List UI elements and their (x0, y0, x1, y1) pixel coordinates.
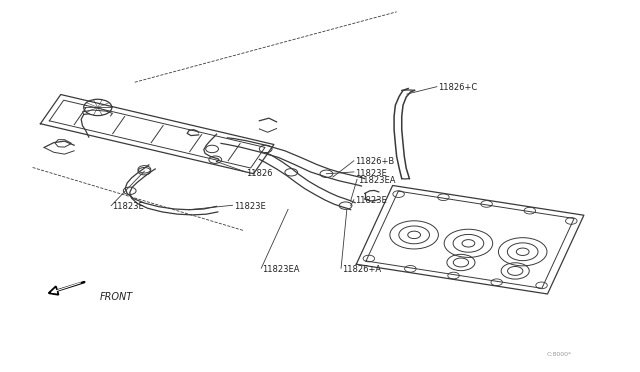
Text: C:8000*: C:8000* (547, 352, 572, 357)
Text: 11823E: 11823E (355, 169, 387, 177)
Text: 11826+C: 11826+C (438, 83, 477, 92)
Text: 11823EA: 11823EA (262, 265, 300, 274)
Text: 11823E: 11823E (113, 202, 144, 211)
Text: 11826+B: 11826+B (355, 157, 394, 166)
Text: 11823E: 11823E (234, 202, 266, 211)
Text: 11823EA: 11823EA (358, 176, 396, 185)
Text: 11826+A: 11826+A (342, 265, 381, 274)
Text: 11826: 11826 (246, 169, 273, 177)
Text: FRONT: FRONT (100, 292, 133, 302)
Text: 11823E: 11823E (355, 196, 387, 205)
